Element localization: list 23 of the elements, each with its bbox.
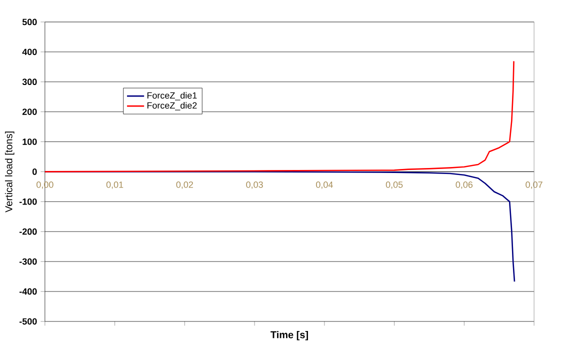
- y-tick-label: 0: [32, 168, 37, 175]
- legend-label: ForceZ_die2: [147, 102, 197, 110]
- x-tick-label: 0,05: [386, 181, 403, 189]
- x-tick-label: 0,01: [106, 181, 124, 189]
- y-tick-label: 500: [22, 18, 37, 25]
- y-axis-title: Vertical load [tons]: [4, 131, 14, 212]
- y-tick-label: 100: [22, 138, 37, 145]
- y-tick-label: -300: [20, 258, 37, 265]
- line-series: [44, 60, 514, 172]
- x-tick-label: 0,02: [176, 181, 193, 189]
- y-tick-label: 200: [22, 108, 37, 115]
- y-tick-label: -200: [20, 228, 37, 235]
- y-tick-label: 400: [22, 48, 37, 55]
- x-tick-label: 0,03: [246, 181, 263, 189]
- y-tick-label: -400: [20, 288, 37, 294]
- x-tick-label: 0,06: [456, 181, 473, 189]
- y-tick-label: -500: [20, 318, 37, 324]
- y-tick-label: -100: [20, 198, 37, 205]
- x-tick-label: 0,07: [526, 181, 542, 189]
- x-tick-label: 0,04: [316, 181, 333, 189]
- legend-label: ForceZ_die1: [147, 92, 197, 100]
- y-tick-label: 300: [22, 78, 37, 85]
- x-axis-title: Time [s]: [270, 330, 308, 340]
